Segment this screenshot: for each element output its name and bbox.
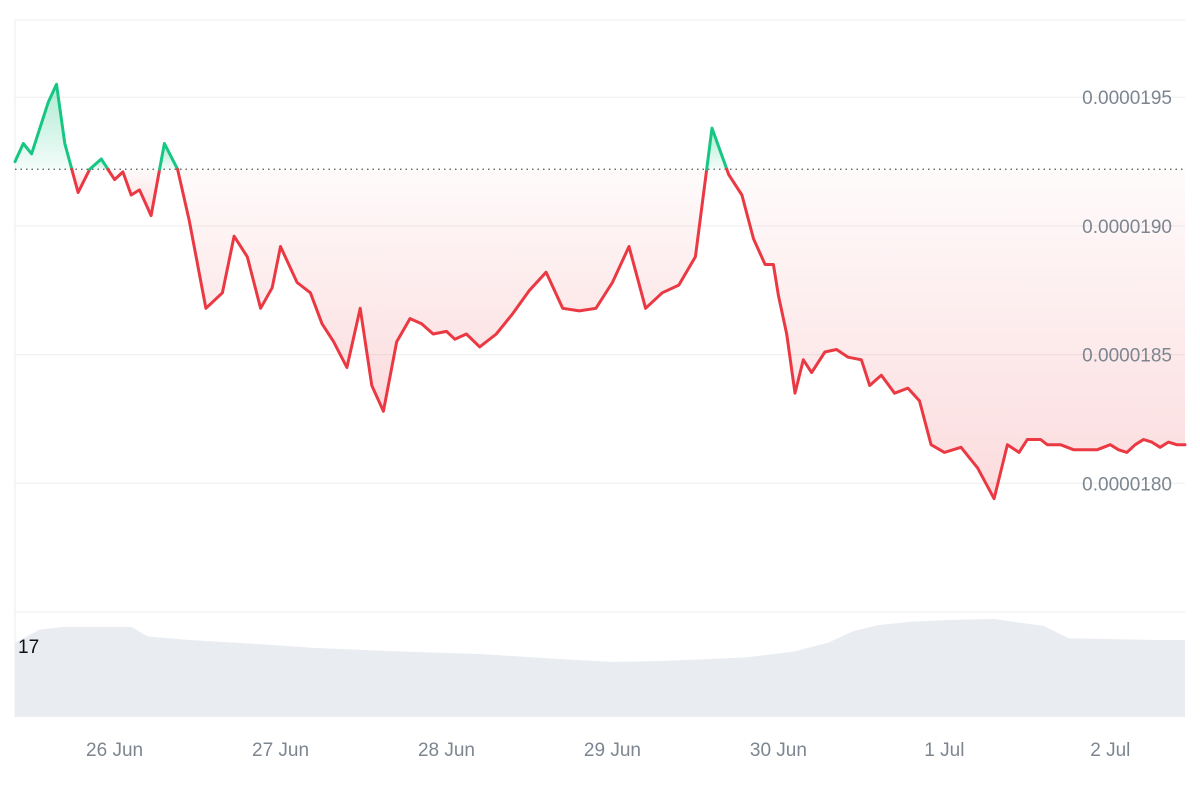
- price-area-fill: [15, 84, 1185, 499]
- y-tick-label: 0.0000180: [1082, 474, 1172, 495]
- x-tick-label: 30 Jun: [750, 740, 807, 761]
- volume-area: [15, 619, 1185, 717]
- price-line: [13, 82, 1187, 501]
- volume-area-path: [15, 619, 1185, 717]
- x-tick-label: 26 Jun: [86, 740, 143, 761]
- area-below-baseline: [177, 169, 707, 412]
- area-below-baseline: [726, 169, 1185, 499]
- price-segment-up: [13, 82, 74, 171]
- price-segment-down: [725, 167, 1187, 501]
- area-above-baseline: [15, 84, 72, 170]
- x-tick-label: 1 Jul: [924, 740, 964, 761]
- y-tick-label: 0.0000185: [1082, 346, 1172, 367]
- y-axis-labels: 0.0000195 0.0000190 0.0000185 0.0000180: [1082, 88, 1172, 495]
- x-tick-label: 28 Jun: [418, 740, 475, 761]
- price-segment-up: [88, 157, 110, 171]
- price-segment-up: [705, 126, 729, 171]
- volume-label: 17: [18, 637, 39, 658]
- y-tick-label: 0.0000190: [1082, 217, 1172, 238]
- x-tick-label: 27 Jun: [252, 740, 309, 761]
- price-segment-down: [70, 167, 92, 194]
- x-tick-label: 2 Jul: [1090, 740, 1130, 761]
- y-tick-label: 0.0000195: [1082, 88, 1172, 109]
- price-segment-up: [158, 142, 180, 171]
- price-segment-down: [106, 167, 162, 218]
- x-axis-labels: 26 Jun 27 Jun 28 Jun 29 Jun 30 Jun 1 Jul 2 Jul: [86, 740, 1130, 761]
- x-tick-label: 29 Jun: [584, 740, 641, 761]
- price-segment-down: [176, 167, 709, 413]
